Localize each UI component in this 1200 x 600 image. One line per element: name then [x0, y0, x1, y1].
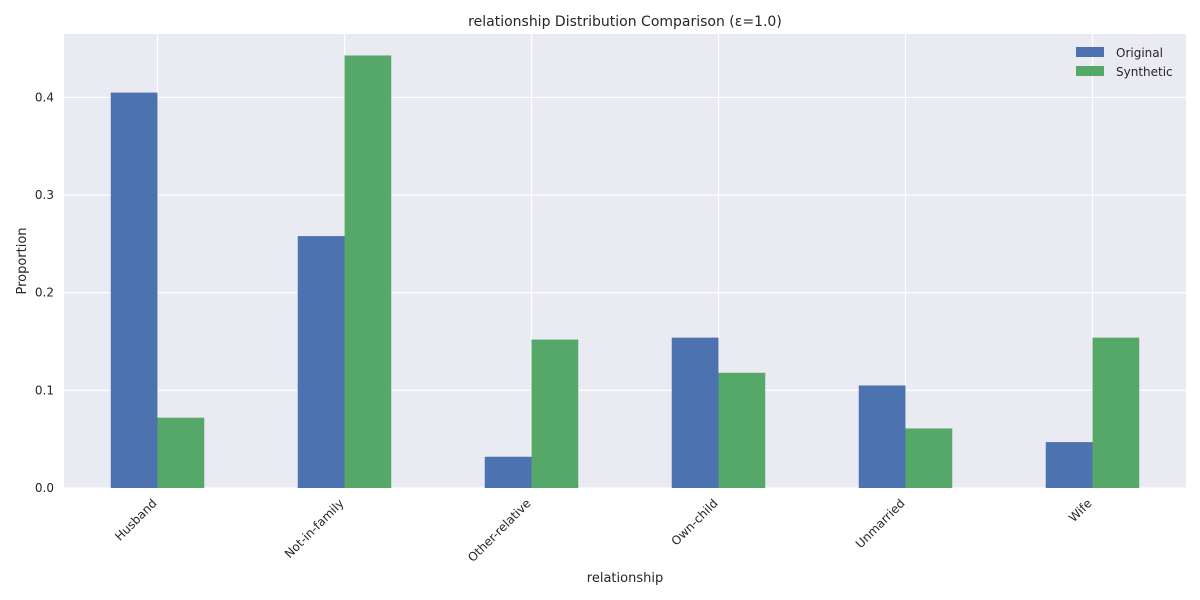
bar-synthetic-other-relative — [531, 339, 579, 488]
legend-swatch-original — [1076, 47, 1104, 57]
x-tick-label: Own-child — [669, 496, 721, 548]
bar-original-other-relative — [484, 456, 532, 488]
bar-synthetic-own-child — [718, 372, 766, 488]
x-axis-ticks: Husband Not-in-family Other-relative Own-ch… — [112, 496, 1094, 565]
plot-area — [64, 34, 1186, 488]
legend-label-synthetic: Synthetic — [1116, 65, 1173, 79]
y-tick-label: 0.4 — [35, 90, 54, 104]
y-tick-label: 0.2 — [35, 286, 54, 300]
bar-synthetic-wife — [1092, 337, 1140, 488]
bar-synthetic-husband — [157, 417, 205, 488]
y-axis-ticks: 0.0 0.1 0.2 0.3 0.4 — [35, 90, 54, 495]
x-tick-label: Husband — [112, 496, 159, 543]
legend-swatch-synthetic — [1076, 66, 1104, 76]
x-axis-label: relationship — [587, 571, 663, 586]
bar-original-not-in-family — [297, 236, 345, 488]
chart-title: relationship Distribution Comparison (ε=… — [468, 14, 782, 30]
x-tick-label: Other-relative — [465, 496, 534, 565]
bar-original-unmarried — [858, 385, 906, 488]
x-tick-label: Wife — [1066, 496, 1095, 525]
legend: Original Synthetic — [1076, 46, 1173, 79]
bar-original-own-child — [671, 337, 719, 488]
y-tick-label: 0.1 — [35, 383, 54, 397]
x-tick-label: Not-in-family — [282, 496, 347, 561]
bar-original-wife — [1045, 442, 1093, 488]
bars — [110, 55, 1140, 489]
y-tick-label: 0.0 — [35, 481, 54, 495]
y-tick-label: 0.3 — [35, 188, 54, 202]
bar-synthetic-unmarried — [905, 428, 953, 488]
bar-original-husband — [110, 92, 158, 489]
bar-synthetic-not-in-family — [344, 55, 392, 489]
x-tick-label: Unmarried — [853, 496, 908, 551]
y-axis-label: Proportion — [15, 227, 30, 294]
legend-label-original: Original — [1116, 46, 1163, 60]
